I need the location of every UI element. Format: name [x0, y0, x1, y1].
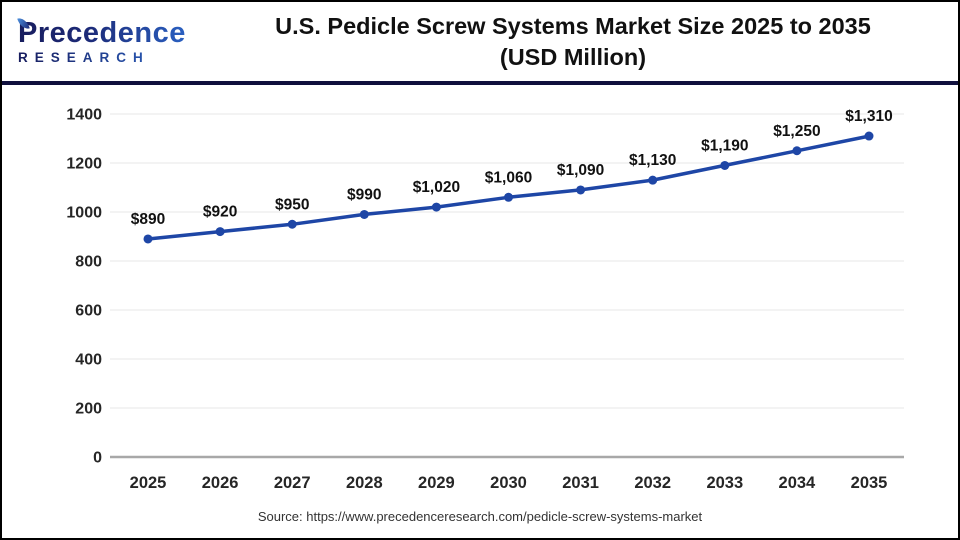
data-point-marker [431, 202, 441, 212]
x-axis-tick-label: 2029 [418, 474, 455, 492]
x-axis-tick-label: 2026 [202, 474, 239, 492]
y-axis-tick-label: 200 [75, 401, 102, 418]
data-point-marker [143, 234, 153, 244]
data-point-marker [648, 175, 658, 185]
data-point-label: $950 [275, 196, 309, 213]
chart-title-line1: U.S. Pedicle Screw Systems Market Size 2… [275, 12, 871, 39]
data-point-marker [576, 185, 586, 195]
x-axis-tick-label: 2031 [562, 474, 599, 492]
data-point-label: $890 [131, 211, 165, 228]
y-axis-tick-label: 0 [93, 450, 102, 467]
precedence-research-logo: Precedence RESEARCH [17, 16, 218, 65]
x-axis-tick-label: 2032 [634, 474, 671, 492]
x-axis-tick-label: 2025 [130, 474, 167, 492]
header: Precedence RESEARCH U.S. Pedicle Screw S… [2, 2, 958, 85]
data-point-label: $1,130 [629, 152, 676, 169]
y-axis-tick-label: 1200 [66, 156, 102, 173]
data-point-marker [720, 160, 730, 170]
data-point-marker [359, 209, 369, 219]
data-point-marker [792, 146, 802, 156]
data-point-label: $1,020 [413, 179, 460, 196]
x-axis-tick-label: 2035 [851, 474, 888, 492]
data-point-label: $1,250 [773, 123, 820, 140]
x-axis-tick-label: 2028 [346, 474, 383, 492]
data-point-label: $1,090 [557, 162, 604, 179]
data-point-label: $1,060 [485, 169, 532, 186]
data-point-marker [864, 131, 874, 141]
series-line [146, 134, 871, 241]
x-axis-tick-label: 2033 [706, 474, 743, 492]
y-axis-tick-label: 400 [75, 352, 102, 369]
data-point-marker [287, 219, 297, 229]
data-point-marker [504, 192, 513, 202]
chart-title-line2: (USD Million) [499, 43, 647, 70]
y-axis-tick-label: 1400 [66, 107, 102, 124]
logo-wordmark: Precedence [18, 18, 218, 49]
y-axis-tick-label: 800 [75, 254, 102, 271]
x-axis-tick-label: 2034 [779, 474, 817, 492]
x-axis-tick-label: 2030 [490, 474, 527, 492]
y-axis-tick-label: 600 [75, 303, 102, 320]
data-point-marker [215, 227, 225, 237]
y-axis-tick-label: 1000 [66, 205, 102, 222]
data-point-label: $1,190 [701, 137, 748, 154]
source-attribution: Source: https://www.precedenceresearch.c… [257, 509, 703, 524]
logo-subtitle: RESEARCH [18, 50, 218, 65]
chart-title: U.S. Pedicle Screw Systems Market Size 2… [218, 11, 928, 73]
data-point-label: $990 [347, 186, 381, 203]
data-point-label: $1,310 [845, 108, 892, 125]
x-axis-tick-label: 2027 [274, 474, 311, 492]
market-size-line-chart: 0 200 400 600 800 1000 1200 1400 $890 2025 $920 202… [66, 107, 904, 492]
data-point-label: $920 [203, 204, 237, 221]
